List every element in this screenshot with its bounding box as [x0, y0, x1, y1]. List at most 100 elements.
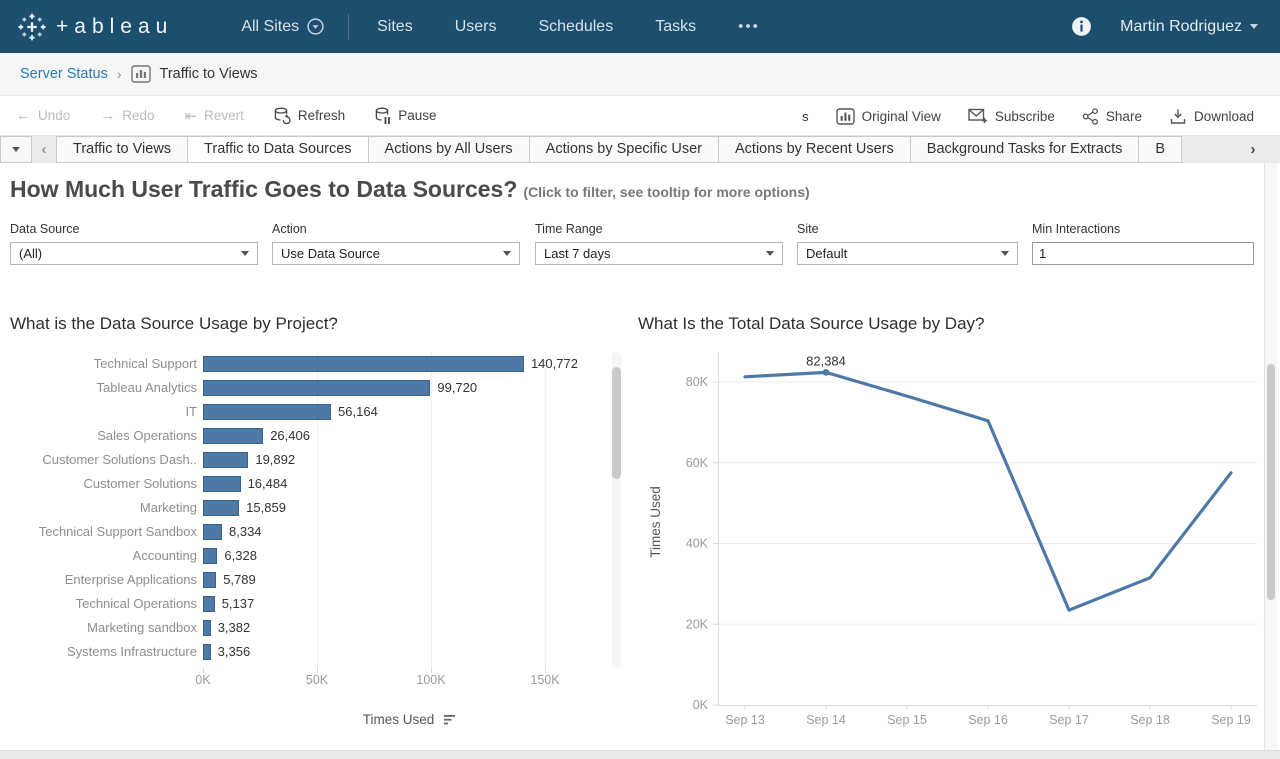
y-axis-tick-label: 40K [686, 537, 709, 551]
breadcrumb: Server Status › Traffic to Views [0, 53, 1280, 96]
tab-scroll-right-button[interactable]: › [1250, 141, 1256, 158]
site-switcher[interactable]: All Sites [241, 18, 324, 36]
bar-mark[interactable] [203, 356, 524, 372]
x-axis-tick-label: Sep 16 [968, 713, 1008, 727]
bar-mark[interactable] [203, 620, 211, 636]
site-select[interactable]: Default [797, 242, 1018, 265]
tab-b[interactable]: B [1138, 136, 1183, 163]
original-view-button[interactable]: Original View [835, 107, 941, 125]
bar-mark[interactable] [203, 548, 218, 564]
annotated-point-marker[interactable] [822, 368, 830, 376]
nav-more-ellipsis[interactable]: ••• [738, 18, 760, 35]
x-axis-tick-label: Sep 17 [1049, 713, 1089, 727]
bar-row: Technical Support 140,772 [0, 352, 622, 376]
sort-icon[interactable] [443, 714, 457, 726]
revert-icon: ⇤ [184, 107, 198, 125]
bar-row: IT 56,164 [0, 400, 622, 424]
tab-actions-by-specific-user[interactable]: Actions by Specific User [528, 136, 720, 163]
subscribe-button[interactable]: Subscribe [968, 107, 1055, 125]
bar-category-label: Sales Operations [97, 428, 197, 443]
bar-value-label: 15,859 [246, 500, 286, 515]
breadcrumb-server-status-link[interactable]: Server Status [20, 66, 108, 82]
bar-mark[interactable] [203, 524, 222, 540]
bar-value-label: 56,164 [338, 404, 378, 419]
share-icon [1082, 107, 1099, 125]
filter-label: Min Interactions [1032, 222, 1121, 236]
pause-button[interactable]: Pause [375, 107, 436, 125]
page-scrollbar-track[interactable] [1264, 163, 1277, 759]
filter-data-source: Data Source (All) [10, 222, 258, 265]
bar-category-label: Systems Infrastructure [66, 644, 197, 659]
tab-traffic-to-views[interactable]: Traffic to Views [56, 136, 189, 163]
tab-actions-by-all-users[interactable]: Actions by All Users [367, 136, 530, 163]
usage-line-mark[interactable] [743, 370, 1233, 612]
download-button[interactable]: Download [1169, 108, 1254, 125]
line-chart-title: What Is the Total Data Source Usage by D… [638, 314, 985, 333]
bar-value-label: 5,137 [221, 596, 255, 611]
top-nav-bar: +ableau All Sites Sites Users Schedules … [0, 0, 1280, 53]
bar-value-label: 3,356 [217, 644, 251, 659]
data-source-select[interactable]: (All) [10, 242, 258, 265]
bar-chart-scrollbar-thumb[interactable] [612, 367, 621, 479]
bar-chart-scrollbar-track[interactable] [612, 352, 621, 668]
action-select[interactable]: Use Data Source [272, 242, 520, 265]
bar-chart-axis-label[interactable]: Times Used [240, 712, 580, 727]
bar-row: Customer Solutions Dash.. 19,892 [0, 448, 622, 472]
y-axis-tick-label: 60K [686, 456, 709, 470]
point-annotation: 82,384 [806, 353, 846, 368]
bar-row: Sales Operations 26,406 [0, 424, 622, 448]
bar-mark[interactable] [203, 404, 332, 420]
bar-mark[interactable] [203, 452, 249, 468]
bar-gridline [545, 352, 546, 668]
bar-axis-tick-label: 50K [305, 673, 329, 687]
bar-mark[interactable] [203, 596, 215, 612]
min-interactions-input[interactable] [1032, 242, 1254, 265]
tableau-logo[interactable]: +ableau [16, 11, 173, 43]
all-sites-label[interactable]: All Sites [241, 17, 300, 35]
bar-mark[interactable] [203, 428, 264, 444]
breadcrumb-separator: › [116, 66, 122, 82]
nav-item-users[interactable]: Users [454, 17, 497, 35]
bar-value-label: 26,406 [270, 428, 310, 443]
tab-background-tasks-for-extracts[interactable]: Background Tasks for Extracts [909, 136, 1140, 163]
info-icon[interactable] [1071, 16, 1092, 37]
y-axis-tick-label: 20K [686, 617, 709, 631]
bar-category-label: Tableau Analytics [96, 380, 197, 395]
bar-axis-tick [431, 668, 432, 673]
x-axis-tick-label: Sep 19 [1211, 713, 1251, 727]
redo-button[interactable]: → Redo [100, 107, 155, 124]
page-scrollbar-thumb[interactable] [1267, 364, 1275, 600]
nav-item-schedules[interactable]: Schedules [538, 17, 614, 35]
bar-mark[interactable] [203, 380, 431, 396]
revert-button[interactable]: ⇤ Revert [184, 107, 244, 125]
tab-list-dropdown-button[interactable] [0, 136, 32, 163]
bar-category-label: Enterprise Applications [64, 572, 197, 587]
share-button[interactable]: Share [1082, 107, 1142, 125]
dashboard-subtitle: (Click to filter, see tooltip for more o… [523, 184, 810, 200]
user-name: Martin Rodriguez [1120, 17, 1242, 35]
filter-min-interactions: Min Interactions [1032, 222, 1254, 265]
user-menu[interactable]: Martin Rodriguez [1120, 18, 1258, 36]
nav-item-sites[interactable]: Sites [377, 17, 413, 35]
tab-scroll-left-button[interactable]: ‹ [41, 141, 47, 158]
tableau-logo-icon [16, 11, 48, 43]
select-caret-icon [241, 251, 249, 256]
truncated-toolbar-label: s [802, 108, 809, 124]
undo-button[interactable]: ← Undo [16, 107, 71, 124]
nav-item-tasks[interactable]: Tasks [655, 17, 697, 35]
bar-row: Technical Support Sandbox 8,334 [0, 520, 622, 544]
refresh-button[interactable]: Refresh [274, 107, 345, 125]
bar-axis-tick-label: 100K [416, 673, 446, 687]
tab-traffic-to-data-sources[interactable]: Traffic to Data Sources [187, 136, 369, 163]
bar-mark[interactable] [203, 476, 241, 492]
bar-value-label: 8,334 [229, 524, 262, 539]
bar-row: Marketing sandbox 3,382 [0, 616, 622, 640]
bar-axis-tick [545, 668, 546, 673]
line-chart: 0K 20K 40K 60K 80K Sep 13 Sep 14 Sep 15 Sep 16 Se… [648, 352, 1257, 727]
bar-mark[interactable] [203, 500, 240, 516]
bar-mark[interactable] [203, 644, 211, 660]
tab-actions-by-recent-users[interactable]: Actions by Recent Users [718, 136, 911, 163]
time-range-select[interactable]: Last 7 days [535, 242, 783, 265]
bar-mark[interactable] [203, 572, 217, 588]
